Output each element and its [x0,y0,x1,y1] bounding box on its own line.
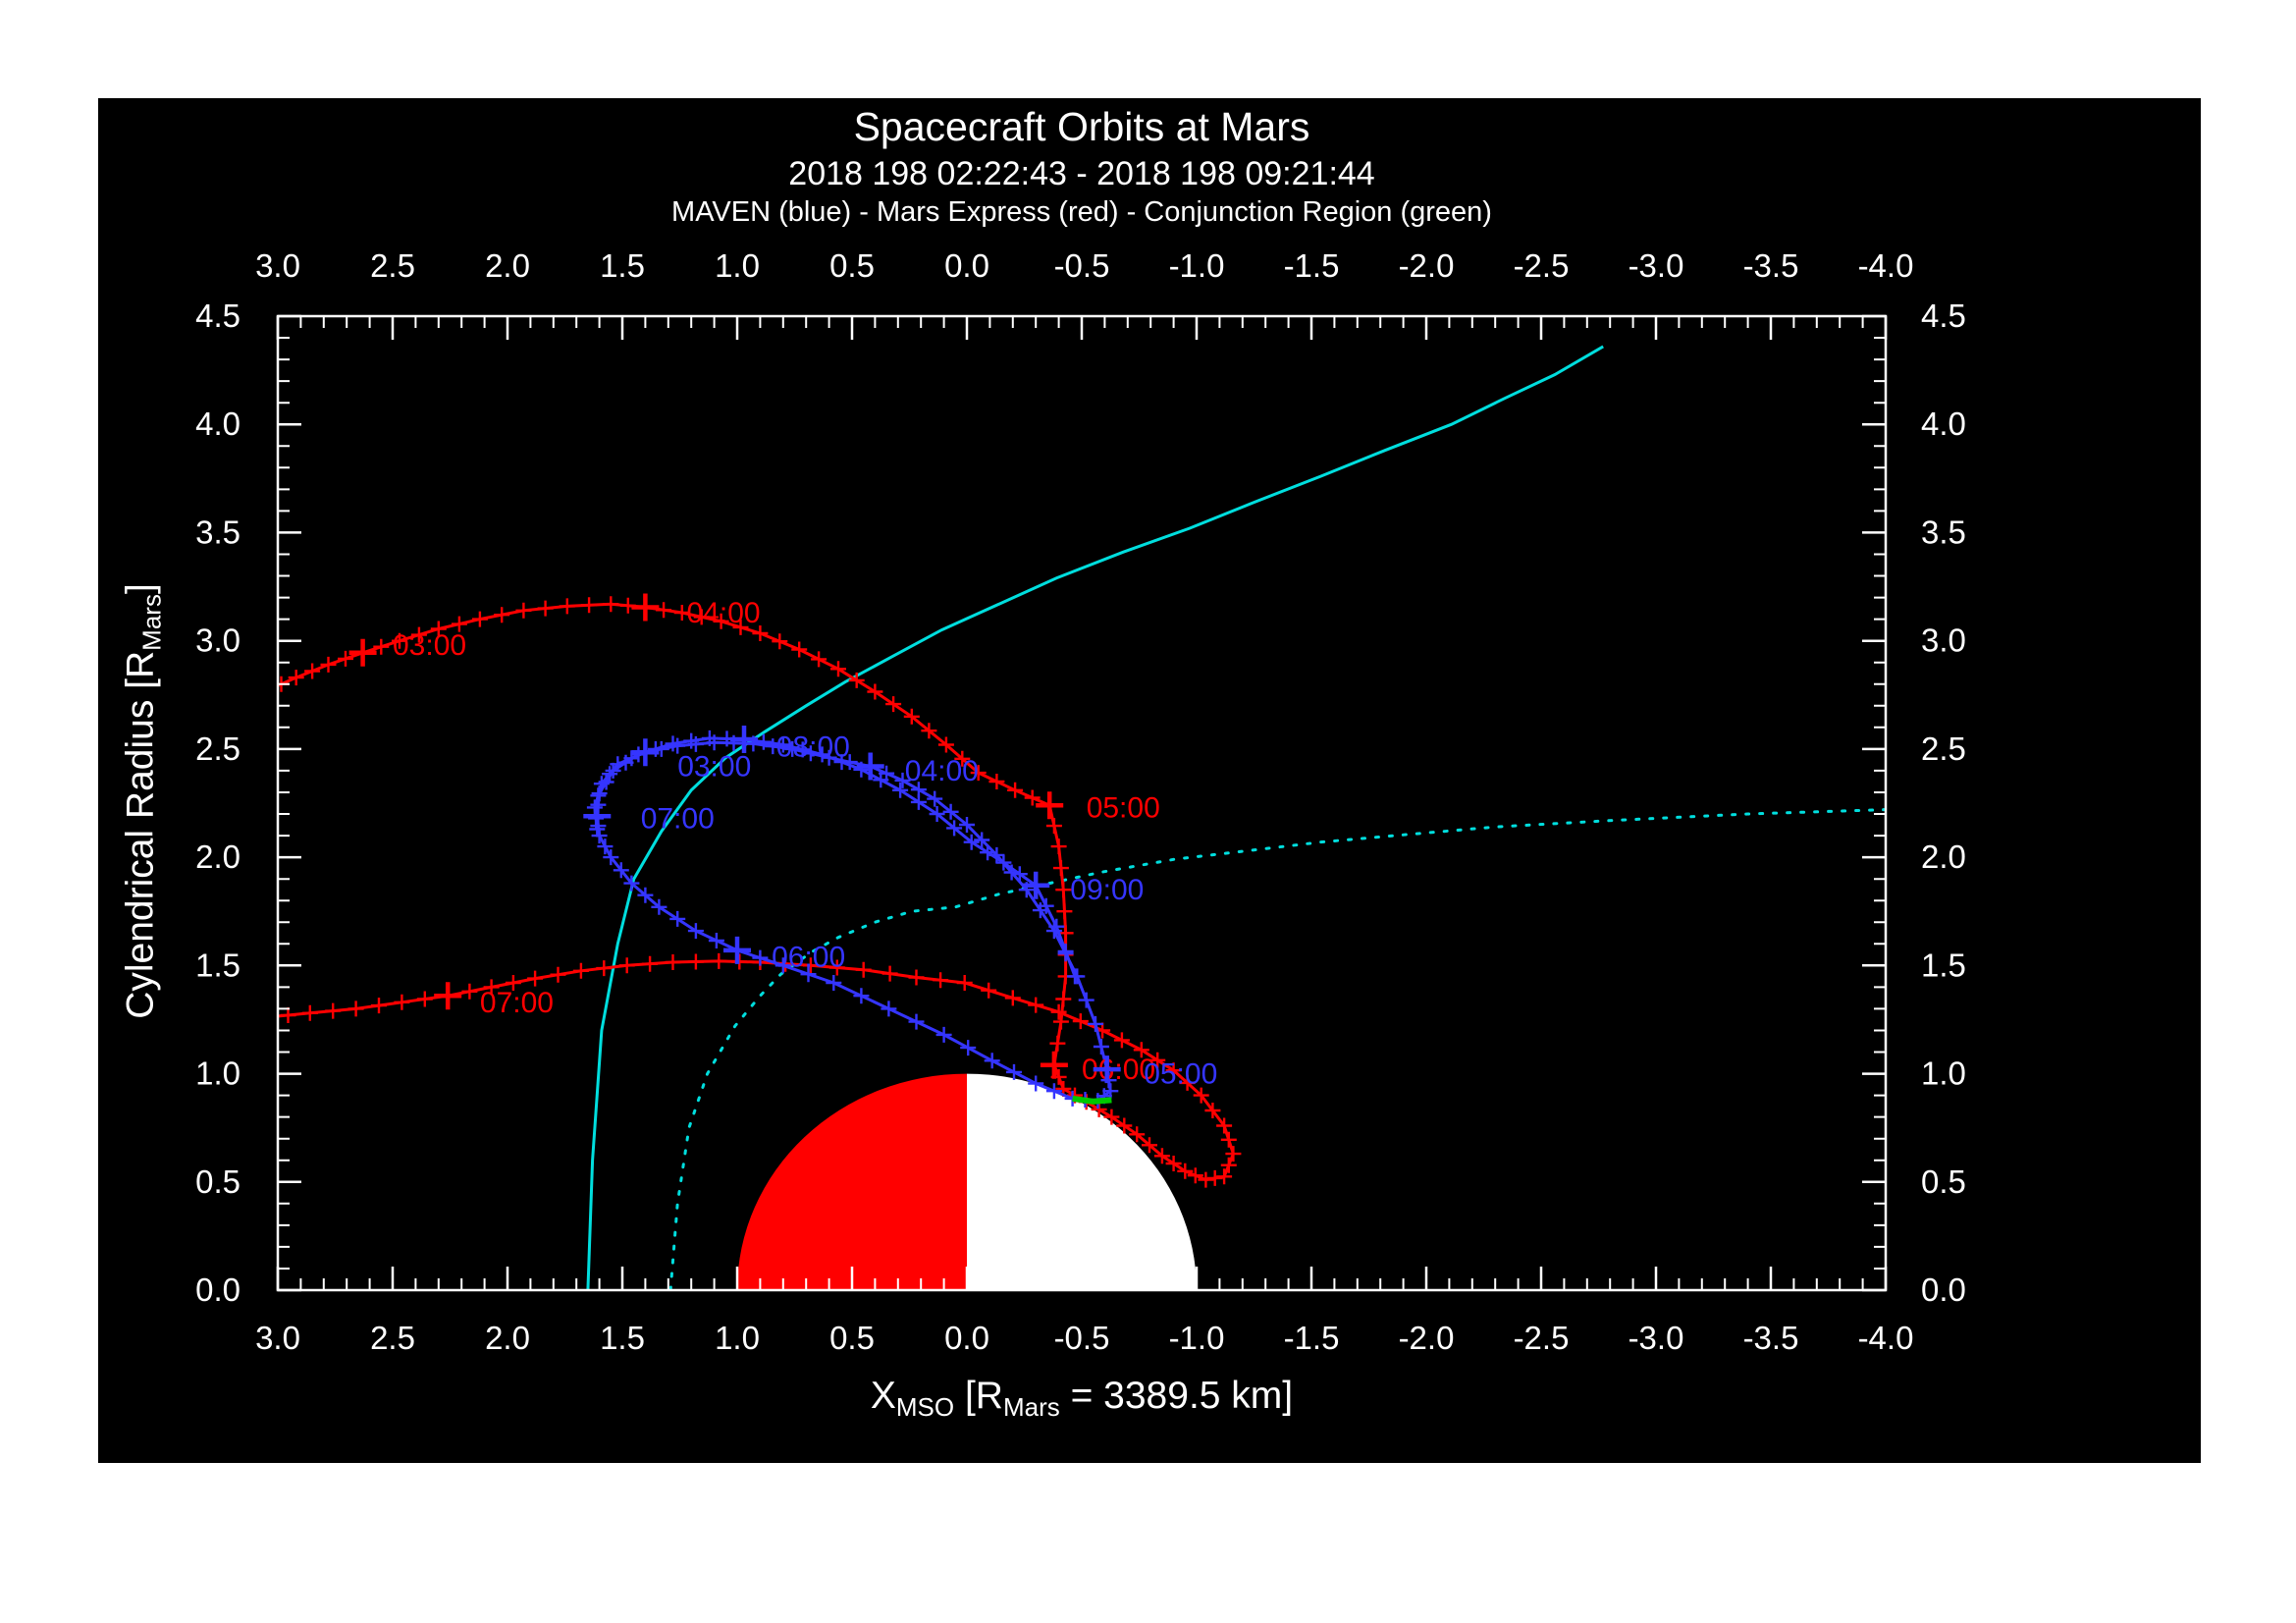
svg-text:-1.0: -1.0 [1169,247,1225,284]
svg-text:1.5: 1.5 [600,247,645,284]
svg-text:-0.5: -0.5 [1054,247,1110,284]
svg-text:2.0: 2.0 [195,839,240,875]
svg-text:-3.0: -3.0 [1629,1320,1684,1356]
svg-text:0.5: 0.5 [1921,1163,1966,1200]
svg-text:2.5: 2.5 [1921,730,1966,767]
svg-text:3.0: 3.0 [255,247,300,284]
svg-text:-1.0: -1.0 [1169,1320,1225,1356]
orbit-plot: 03:00 04:00 05:00 06:00 07:00 03:00 04:00 05:00… [195,247,1966,1356]
svg-text:1.5: 1.5 [195,947,240,983]
svg-text:2.5: 2.5 [370,1320,415,1356]
mars-express-orbit-hour-labels: 03:00 04:00 05:00 06:00 07:00 [348,593,1160,1086]
svg-text:4.5: 4.5 [195,298,240,334]
mars-sunward-half [737,1073,967,1290]
conjunction-region-path [1072,1095,1112,1105]
svg-text:1.5: 1.5 [600,1320,645,1356]
svg-text:4.5: 4.5 [1921,298,1966,334]
mars-disk [737,1073,1197,1290]
x-axis-title-mid: [R [954,1375,1003,1417]
svg-text:1.0: 1.0 [195,1055,240,1092]
svg-text:0.0: 0.0 [1921,1271,1966,1308]
x-axis-title-main: X [870,1375,896,1417]
y-axis-title-main: Cylendrical Radius [R [119,650,162,1019]
svg-text:-0.5: -0.5 [1054,1320,1110,1356]
x-axis-title-end: = 3389.5 km] [1059,1375,1294,1417]
x-axis-title: XMSO [RMars = 3389.5 km] [278,1375,1886,1423]
svg-text:3.0: 3.0 [195,622,240,659]
mpb-boundary-path [668,808,1886,1290]
mars-express-orbit-hour-label: 07:00 [480,987,554,1019]
svg-text:1.5: 1.5 [1921,947,1966,983]
svg-text:2.5: 2.5 [195,730,240,767]
svg-text:1.0: 1.0 [1921,1055,1966,1092]
svg-text:1.0: 1.0 [715,1320,760,1356]
plot-canvas: Spacecraft Orbits at Mars 2018 198 02:22… [98,98,2201,1463]
svg-text:-3.5: -3.5 [1743,1320,1799,1356]
maven-orbit-hour-label: 08:00 [776,731,850,764]
maven-orbit-hour-label: 04:00 [905,755,979,787]
svg-text:-2.0: -2.0 [1399,247,1455,284]
svg-text:0.5: 0.5 [829,247,875,284]
svg-text:-1.5: -1.5 [1284,247,1340,284]
maven-orbit-hour-label: 06:00 [772,942,845,974]
svg-text:4.0: 4.0 [195,406,240,442]
axis-ticks: 3.0 3.0 2.5 2.5 2.0 2.0 1.5 1.5 1.0 1.0 0.5 0.5 0.0 0… [195,247,1966,1356]
svg-text:2.0: 2.0 [1921,839,1966,875]
svg-text:2.5: 2.5 [370,247,415,284]
svg-text:2.0: 2.0 [485,1320,530,1356]
svg-text:3.0: 3.0 [255,1320,300,1356]
maven-orbit-time-ticks [586,730,1119,1109]
maven-orbit-hour-label: 09:00 [1070,874,1144,906]
svg-text:-2.5: -2.5 [1514,247,1570,284]
mars-express-orbit-hour-label: 05:00 [1087,791,1160,824]
figure-time-range: 2018 198 02:22:43 - 2018 198 09:21:44 [788,155,1375,192]
svg-text:-3.5: -3.5 [1743,247,1799,284]
maven-orbit-hour-label: 03:00 [677,751,751,784]
svg-text:-4.0: -4.0 [1858,1320,1914,1356]
svg-text:0.5: 0.5 [829,1320,875,1356]
mars-express-orbit-hour-label: 04:00 [687,597,761,629]
svg-text:3.5: 3.5 [195,514,240,550]
maven-orbit-hour-label: 07:00 [641,802,715,835]
svg-text:2.0: 2.0 [485,247,530,284]
svg-text:3.0: 3.0 [1921,622,1966,659]
maven-orbit-hour-labels: 03:00 04:00 05:00 06:00 07:00 08:00 09:00 [583,726,1217,1091]
orbit-curves [278,345,1886,1290]
svg-text:-4.0: -4.0 [1858,247,1914,284]
svg-text:-2.5: -2.5 [1514,1320,1570,1356]
svg-text:3.5: 3.5 [1921,514,1966,550]
svg-text:1.0: 1.0 [715,247,760,284]
maven-orbit-hour-label: 05:00 [1144,1058,1217,1091]
svg-text:-1.5: -1.5 [1284,1320,1340,1356]
svg-text:0.0: 0.0 [195,1271,240,1308]
svg-text:0.0: 0.0 [944,1320,989,1356]
svg-text:-3.0: -3.0 [1629,247,1684,284]
mars-express-orbit-hour-label: 03:00 [393,629,466,662]
figure-title: Spacecraft Orbits at Mars [853,104,1310,149]
x-axis-title-sub-mso: MSO [895,1392,955,1422]
y-axis-title: Cylendrical Radius [RMars] [120,583,168,1019]
figure-legend: MAVEN (blue) - Mars Express (red) - Conj… [671,196,1492,228]
x-axis-title-sub-mars: Mars [1002,1392,1060,1422]
svg-text:0.5: 0.5 [195,1163,240,1200]
svg-text:0.0: 0.0 [944,247,989,284]
y-axis-title-sub-mars: Mars [136,594,167,651]
svg-text:-2.0: -2.0 [1399,1320,1455,1356]
mars-antisunward-half [967,1073,1197,1290]
y-axis-title-end: ] [119,583,162,595]
svg-text:4.0: 4.0 [1921,406,1966,442]
